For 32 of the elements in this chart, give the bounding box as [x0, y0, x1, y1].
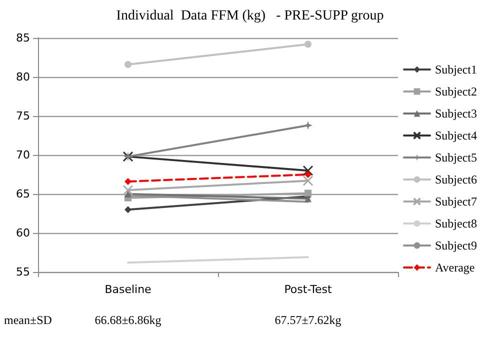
- y-tick-label: 80: [16, 70, 30, 84]
- legend-label: Average: [435, 260, 475, 274]
- legend-label: Subject4: [435, 128, 478, 142]
- point: [302, 165, 314, 176]
- y-tick-label: 65: [16, 188, 30, 200]
- point: [302, 175, 314, 186]
- legend-label: Subject6: [435, 172, 478, 186]
- legend-label: Subject8: [435, 216, 478, 230]
- y-tick-label: 75: [16, 110, 30, 122]
- y-tick-label: 60: [16, 226, 30, 240]
- x-tick-label: Baseline: [104, 283, 152, 296]
- y-tick-label: 70: [16, 148, 30, 162]
- legend-label: Subject2: [435, 84, 478, 98]
- text: mean±SD: [4, 313, 52, 327]
- legend-label: Subject1: [435, 62, 478, 76]
- y-tick-label: 85: [16, 32, 30, 44]
- point: [124, 61, 132, 68]
- point: [304, 120, 312, 130]
- legend-label: Subject3: [435, 106, 478, 120]
- x-tick-label: Post-Test: [284, 283, 333, 296]
- point: [304, 190, 312, 197]
- chart-title: Individual Data FFM (kg) - PRE-SUPP group: [116, 8, 384, 24]
- legend-label: Subject7: [435, 194, 478, 208]
- legend-label: Subject9: [435, 238, 478, 252]
- text: 66.68±6.86kg: [94, 313, 162, 327]
- legend-label: Subject5: [435, 150, 478, 164]
- y-tick-label: 55: [16, 266, 30, 278]
- text: 67.57±7.62kg: [274, 313, 342, 327]
- point: [124, 206, 132, 214]
- point: [304, 171, 312, 178]
- point: [124, 178, 132, 186]
- point: [304, 40, 312, 48]
